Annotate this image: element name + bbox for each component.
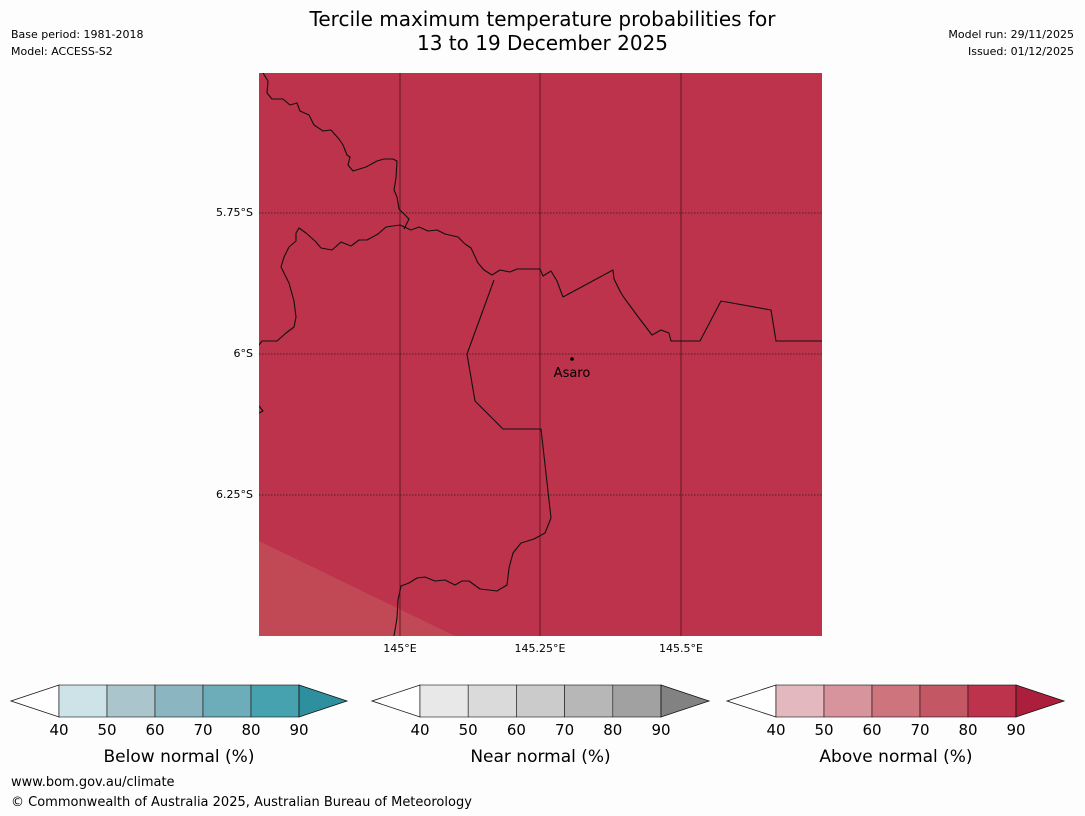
model-run: Model run: 29/11/2025	[948, 28, 1074, 41]
legend-1-segment	[516, 684, 565, 718]
legend-0-under-triangle	[9, 684, 60, 718]
legend-1-tick-label: 60	[507, 721, 526, 739]
boundary-west	[259, 224, 564, 346]
footer-copyright: © Commonwealth of Australia 2025, Austra…	[11, 795, 472, 810]
title-line-1: Tercile maximum temperature probabilitie…	[309, 7, 776, 31]
probability-fill-lower	[259, 541, 455, 636]
title-line-2: 13 to 19 December 2025	[416, 31, 668, 55]
legend-2-over-triangle	[1015, 684, 1066, 718]
legend-0-tick-label: 40	[49, 721, 68, 739]
legend-2-tick-label: 80	[958, 721, 977, 739]
map-panel: Asaro	[259, 73, 822, 636]
legend-1-under-triangle	[370, 684, 421, 718]
boundary-east	[562, 269, 822, 342]
legend-2-segment	[967, 684, 1017, 718]
legend-1-over-triangle	[660, 684, 711, 718]
legend-1-segment	[564, 684, 614, 718]
lon-label-145-25: 145.25°E	[514, 642, 566, 655]
lat-label-6-25: 6.25°S	[216, 488, 253, 501]
legend-1-tick-label: 40	[410, 721, 429, 739]
legend-2-segment	[919, 684, 969, 718]
meta-left: Base period: 1981-2018 Model: ACCESS-S2	[11, 26, 143, 60]
boundary-northwest	[262, 73, 410, 230]
legend-1-tick-label: 70	[555, 721, 574, 739]
legend-0-segment	[58, 684, 108, 718]
boundary-south-central	[393, 279, 552, 636]
lat-label-5-75: 5.75°S	[216, 206, 253, 219]
asaro-label: Asaro	[554, 366, 591, 381]
asaro-marker	[570, 357, 574, 361]
lon-label-145-5: 145.5°E	[659, 642, 703, 655]
probability-fill	[259, 73, 822, 636]
legend-0-tick-label: 90	[289, 721, 308, 739]
legend-2-segment	[775, 684, 825, 718]
legend-0-tick-label: 60	[145, 721, 164, 739]
base-period: Base period: 1981-2018	[11, 28, 144, 41]
legend-0-title: Below normal (%)	[104, 747, 255, 767]
model-name: Model: ACCESS-S2	[11, 45, 113, 58]
legend-0-segment	[250, 684, 300, 718]
legend-2-tick-label: 90	[1006, 721, 1025, 739]
legend-0-tick-label: 50	[97, 721, 116, 739]
legend-0-tick-label: 70	[193, 721, 212, 739]
legend-1-tick-label: 90	[651, 721, 670, 739]
longitude-gridlines	[399, 73, 682, 636]
chart-title: Tercile maximum temperature probabilitie…	[0, 7, 1085, 55]
legend-2-segment	[823, 684, 873, 718]
province-boundaries	[259, 73, 822, 636]
meta-right: Model run: 29/11/2025 Issued: 01/12/2025	[948, 26, 1074, 60]
legend-1-segment	[419, 684, 469, 718]
legend-0-over-triangle	[298, 684, 349, 718]
legend-1-segment	[612, 684, 662, 718]
legend-2-tick-label: 50	[814, 721, 833, 739]
legend-2-tick-label: 70	[910, 721, 929, 739]
legend-colorbars: 40 50 60 70 80 90 Below normal (%) 40 50 60 70 80 90…	[9, 684, 1066, 767]
lat-label-6: 6°S	[233, 347, 253, 360]
legend-0-segment	[106, 684, 156, 718]
legend-2-tick-label: 60	[862, 721, 881, 739]
boundary-west-edge	[259, 405, 264, 414]
latitude-gridlines	[259, 212, 822, 496]
legend-1-title: Near normal (%)	[470, 747, 610, 767]
legend-1-segment	[467, 684, 517, 718]
legend-1-tick-label: 50	[459, 721, 478, 739]
issued-date: Issued: 01/12/2025	[967, 45, 1074, 58]
legend-0-segment	[154, 684, 204, 718]
legend-2-title: Above normal (%)	[819, 747, 972, 767]
legend-1-tick-label: 80	[603, 721, 622, 739]
legend-2-under-triangle	[725, 684, 777, 718]
legend-2-tick-label: 40	[766, 721, 785, 739]
lon-label-145: 145°E	[383, 642, 417, 655]
footer-url: www.bom.gov.au/climate	[11, 775, 175, 790]
legend-0-segment	[202, 684, 252, 718]
legend-0-tick-label: 80	[241, 721, 260, 739]
legend-2-segment	[871, 684, 921, 718]
